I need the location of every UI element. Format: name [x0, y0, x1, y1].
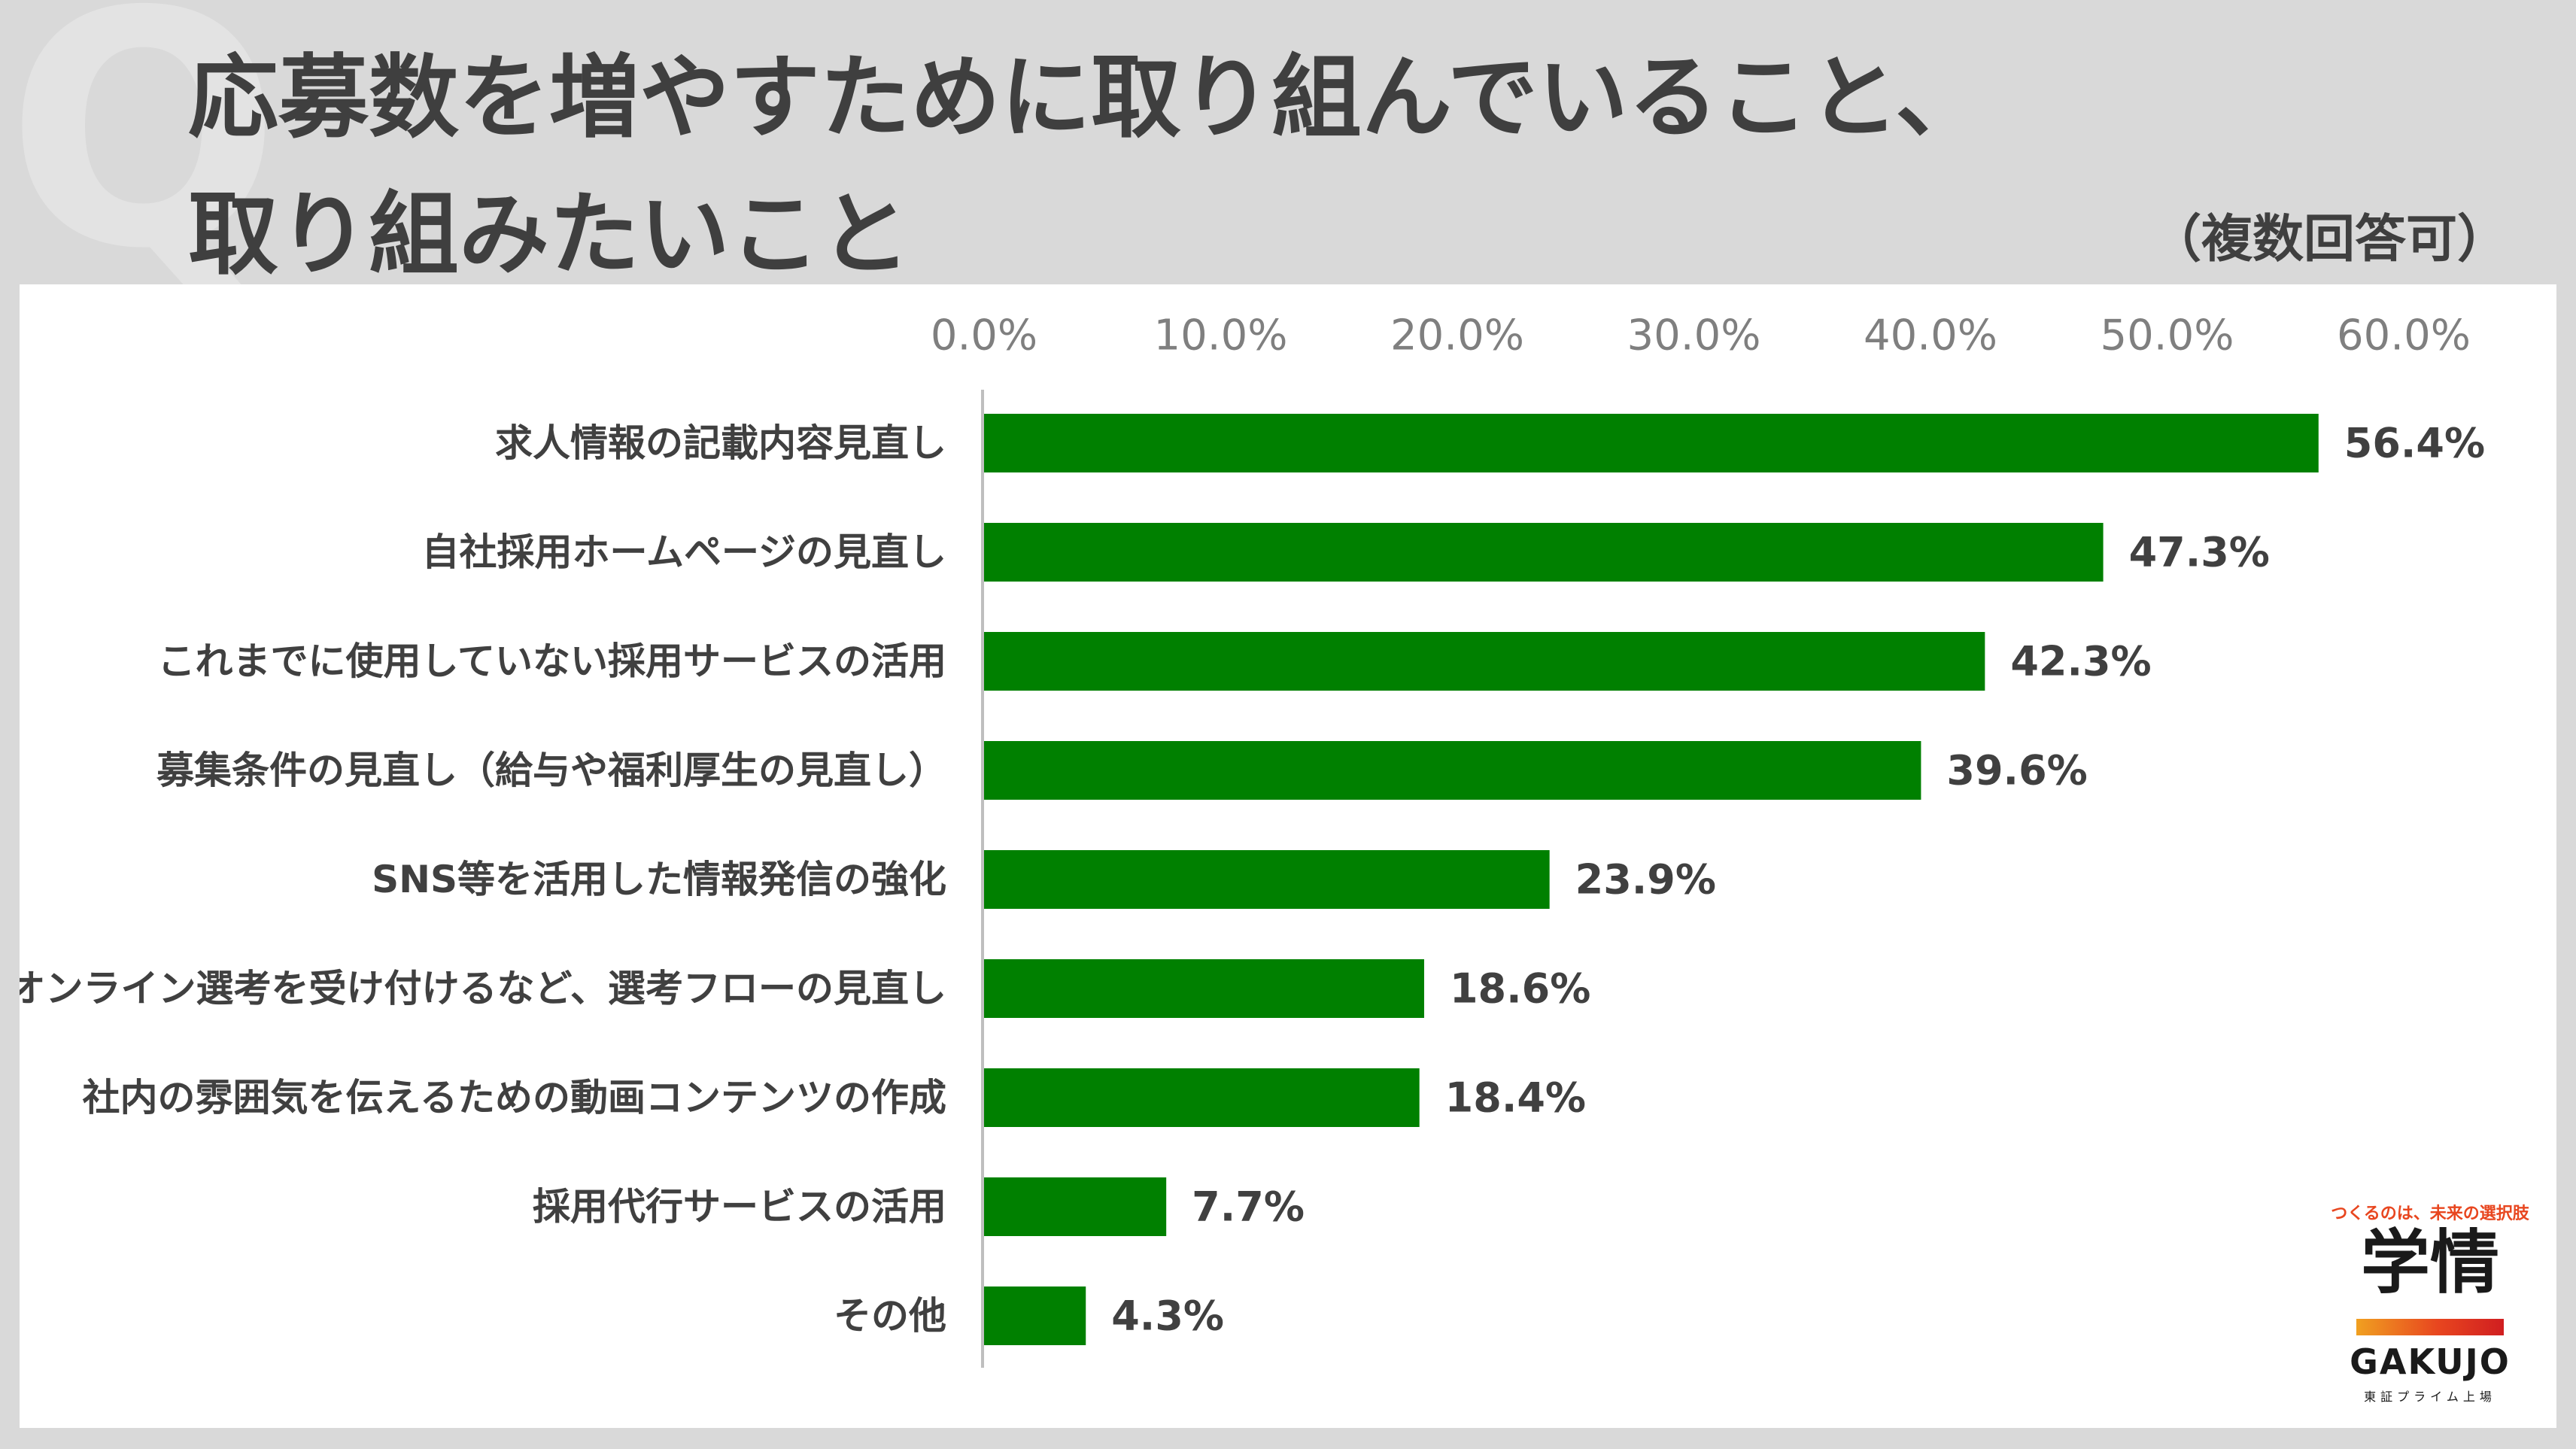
category-label: 募集条件の見直し（給与や福利厚生の見直し） — [156, 749, 946, 792]
data-label: 18.4% — [1445, 1074, 1586, 1122]
category-label: SNS等を活用した情報発信の強化 — [372, 858, 946, 901]
category-label: その他 — [834, 1294, 946, 1338]
data-label: 56.4% — [2344, 420, 2485, 467]
title-line-1: 応募数を増やすために取り組んでいること、 — [188, 46, 1986, 150]
category-label: 社内の雰囲気を伝えるための動画コンテンツの作成 — [83, 1076, 947, 1119]
bars — [984, 414, 2319, 1345]
logo-wordmark: GAKUJO — [2350, 1341, 2511, 1382]
category-label: オンライン選考を受け付けるなど、選考フローの見直し — [20, 967, 946, 1010]
gakujo-logo: つくるのは、未来の選択肢 学情 GAKUJO 東証プライム上場 — [2317, 1200, 2543, 1418]
q-watermark: Q — [6, 0, 281, 320]
data-label: 42.3% — [2010, 638, 2151, 685]
category-label: 採用代行サービスの活用 — [533, 1185, 946, 1229]
logo-subtitle: 東証プライム上場 — [2364, 1390, 2496, 1404]
bar — [984, 1068, 1420, 1127]
data-label: 18.6% — [1450, 965, 1590, 1013]
bar — [984, 959, 1424, 1018]
logo-tagline: つくるのは、未来の選択肢 — [2331, 1204, 2529, 1223]
value-labels: 56.4% 47.3% 42.3% 39.6% 23.9% 18.6% 18.4% 7.7% 4… — [1111, 420, 2485, 1340]
category-label: これまでに使用していない採用サービスの活用 — [158, 639, 947, 683]
chart-card: 0.0% 10.0% 20.0% 30.0% 40.0% 50.0% 60.0% 求人情報の… — [20, 284, 2556, 1428]
x-tick-label: 0.0% — [931, 311, 1037, 360]
page-title: 応募数を増やすために取り組んでいること、 取り組みたいこと — [188, 30, 1985, 304]
x-tick-label: 50.0% — [2101, 311, 2234, 360]
title-line-2: 取り組みたいこと — [188, 183, 910, 287]
category-labels: 求人情報の記載内容見直し自社採用ホームページの見直しこれまでに使用していない採用… — [20, 421, 946, 1338]
x-tick-label: 40.0% — [1864, 311, 1997, 360]
category-label: 求人情報の記載内容見直し — [495, 421, 946, 465]
logo-gradient-bar — [2356, 1319, 2504, 1335]
bar — [984, 1286, 1086, 1345]
data-label: 23.9% — [1575, 856, 1716, 904]
data-label: 7.7% — [1192, 1183, 1305, 1231]
bar — [984, 414, 2319, 472]
bar — [984, 523, 2104, 582]
x-tick-label: 10.0% — [1154, 311, 1288, 360]
multiple-answer-note: （複数回答可） — [2149, 210, 2508, 269]
bar — [984, 741, 1921, 800]
logo-mark: 学情 — [2360, 1223, 2499, 1303]
data-label: 47.3% — [2129, 529, 2270, 576]
bar — [984, 1177, 1167, 1236]
data-label: 4.3% — [1111, 1293, 1224, 1340]
bar-chart: 0.0% 10.0% 20.0% 30.0% 40.0% 50.0% 60.0% 求人情報の… — [20, 311, 2485, 1368]
bar — [984, 850, 1550, 909]
x-axis-ticks: 0.0% 10.0% 20.0% 30.0% 40.0% 50.0% 60.0% — [931, 311, 2471, 360]
x-tick-label: 30.0% — [1627, 311, 1761, 360]
bar — [984, 632, 1985, 691]
data-label: 39.6% — [1946, 747, 2087, 794]
x-tick-label: 60.0% — [2337, 311, 2471, 360]
category-label: 自社採用ホームページの見直し — [422, 530, 947, 574]
x-tick-label: 20.0% — [1390, 311, 1524, 360]
